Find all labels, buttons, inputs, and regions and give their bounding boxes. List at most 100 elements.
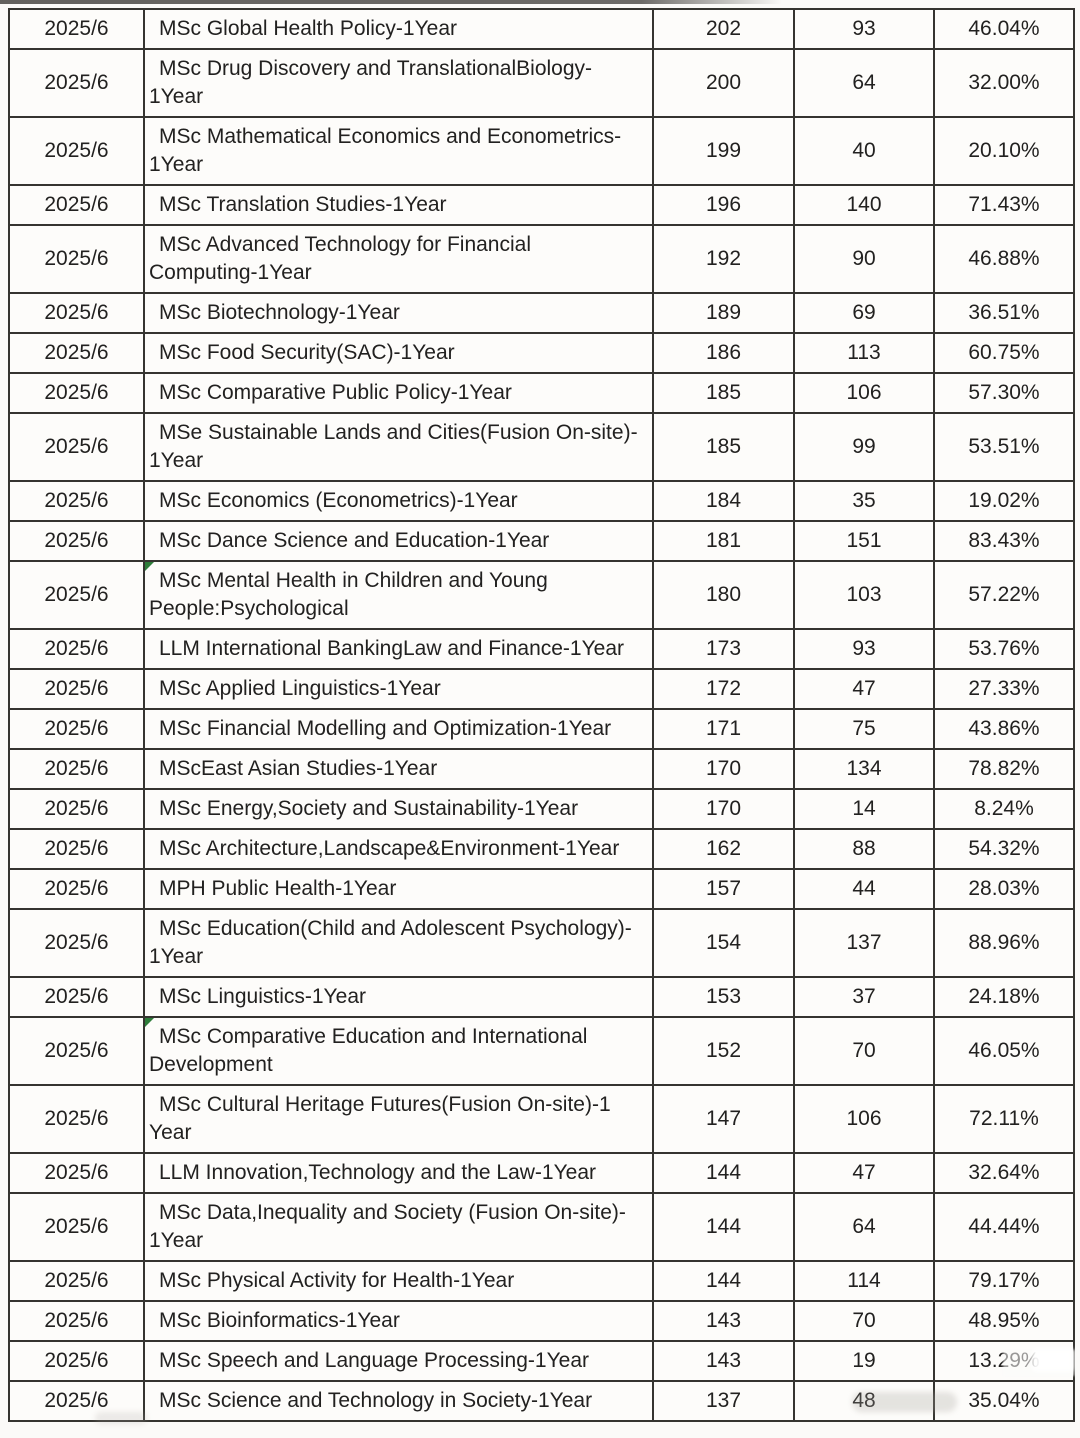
table-row: 2025/6 MSc Biotechnology-1Year 189 69 36… bbox=[8, 292, 1075, 334]
program-cell: MSc Economics (Econometrics)-1Year bbox=[143, 480, 654, 522]
date-cell: 2025/6 bbox=[8, 828, 145, 870]
cell-corner-mark-icon bbox=[146, 563, 154, 571]
percent-cell: 36.51% bbox=[933, 292, 1075, 334]
count-cell-2: 69 bbox=[793, 292, 935, 334]
count-cell-1: 172 bbox=[652, 668, 795, 710]
count-cell-2: 137 bbox=[793, 908, 935, 978]
program-cell: MSc Biotechnology-1Year bbox=[143, 292, 654, 334]
count-cell-1: 186 bbox=[652, 332, 795, 374]
count-cell-2: 88 bbox=[793, 828, 935, 870]
table-row: 2025/6 MSc Comparative Public Policy-1Ye… bbox=[8, 372, 1075, 414]
program-name: MSc Physical Activity for Health-1Year bbox=[159, 1269, 515, 1292]
date-cell: 2025/6 bbox=[8, 628, 145, 670]
program-name: MSc Drug Discovery and TranslationalBiol… bbox=[149, 57, 593, 108]
count-cell-1: 202 bbox=[652, 8, 795, 50]
count-cell-2: 114 bbox=[793, 1260, 935, 1302]
count-cell-1: 181 bbox=[652, 520, 795, 562]
percent-cell: 71.43% bbox=[933, 184, 1075, 226]
percent-cell: 20.10% bbox=[933, 116, 1075, 186]
program-name: MSc Comparative Public Policy-1Year bbox=[159, 381, 512, 404]
program-cell: MSc Translation Studies-1Year bbox=[143, 184, 654, 226]
count-cell-2: 151 bbox=[793, 520, 935, 562]
date-cell: 2025/6 bbox=[8, 976, 145, 1018]
program-cell: MSc Mental Health in Children and Young … bbox=[143, 560, 654, 630]
date-cell: 2025/6 bbox=[8, 1192, 145, 1262]
count-cell-1: 162 bbox=[652, 828, 795, 870]
percent-cell: 79.17% bbox=[933, 1260, 1075, 1302]
percent-cell: 88.96% bbox=[933, 908, 1075, 978]
date-cell: 2025/6 bbox=[8, 788, 145, 830]
percent-cell: 53.76% bbox=[933, 628, 1075, 670]
count-cell-2: 113 bbox=[793, 332, 935, 374]
program-name: MSc Linguistics-1Year bbox=[159, 985, 366, 1008]
count-cell-1: 137 bbox=[652, 1380, 795, 1422]
count-cell-2: 103 bbox=[793, 560, 935, 630]
program-cell: MSc Science and Technology in Society-1Y… bbox=[143, 1380, 654, 1422]
count-cell-1: 192 bbox=[652, 224, 795, 294]
date-cell: 2025/6 bbox=[8, 1260, 145, 1302]
count-cell-2: 70 bbox=[793, 1300, 935, 1342]
count-cell-1: 200 bbox=[652, 48, 795, 118]
program-name: MSc Science and Technology in Society-1Y… bbox=[159, 1389, 593, 1412]
table-row: 2025/6 MSc Applied Linguistics-1Year 172… bbox=[8, 668, 1075, 710]
count-cell-1: 143 bbox=[652, 1300, 795, 1342]
date-cell: 2025/6 bbox=[8, 668, 145, 710]
program-cell: MSc Advanced Technology for Financial Co… bbox=[143, 224, 654, 294]
count-cell-2: 106 bbox=[793, 1084, 935, 1154]
date-cell: 2025/6 bbox=[8, 1340, 145, 1382]
program-cell: MScEast Asian Studies-1Year bbox=[143, 748, 654, 790]
count-cell-1: 196 bbox=[652, 184, 795, 226]
date-cell: 2025/6 bbox=[8, 224, 145, 294]
count-cell-1: 154 bbox=[652, 908, 795, 978]
table-row: 2025/6 MSc Translation Studies-1Year 196… bbox=[8, 184, 1075, 226]
date-cell: 2025/6 bbox=[8, 332, 145, 374]
table-row: 2025/6 MSc Drug Discovery and Translatio… bbox=[8, 48, 1075, 118]
table-row: 2025/6 MScEast Asian Studies-1Year 170 1… bbox=[8, 748, 1075, 790]
count-cell-1: 170 bbox=[652, 788, 795, 830]
program-cell: MSc Physical Activity for Health-1Year bbox=[143, 1260, 654, 1302]
program-name: MSc Cultural Heritage Futures(Fusion On-… bbox=[149, 1093, 611, 1144]
program-name: MSc Mental Health in Children and Young … bbox=[149, 569, 548, 620]
percent-cell: 46.88% bbox=[933, 224, 1075, 294]
count-cell-2: 47 bbox=[793, 1152, 935, 1194]
percent-cell: 8.24% bbox=[933, 788, 1075, 830]
count-cell-1: 184 bbox=[652, 480, 795, 522]
program-cell: MSc Cultural Heritage Futures(Fusion On-… bbox=[143, 1084, 654, 1154]
table-row: 2025/6 MSc Physical Activity for Health-… bbox=[8, 1260, 1075, 1302]
program-name: MSc Education(Child and Adolescent Psych… bbox=[149, 917, 632, 968]
date-cell: 2025/6 bbox=[8, 292, 145, 334]
percent-cell: 78.82% bbox=[933, 748, 1075, 790]
percent-cell: 32.64% bbox=[933, 1152, 1075, 1194]
date-cell: 2025/6 bbox=[8, 8, 145, 50]
percent-cell: 27.33% bbox=[933, 668, 1075, 710]
percent-cell: 28.03% bbox=[933, 868, 1075, 910]
date-cell: 2025/6 bbox=[8, 48, 145, 118]
table-row: 2025/6 MSc Data,Inequality and Society (… bbox=[8, 1192, 1075, 1262]
count-cell-2: 93 bbox=[793, 8, 935, 50]
program-cell: MSc Dance Science and Education-1Year bbox=[143, 520, 654, 562]
table-row: 2025/6 MPH Public Health-1Year 157 44 28… bbox=[8, 868, 1075, 910]
count-cell-1: 153 bbox=[652, 976, 795, 1018]
date-cell: 2025/6 bbox=[8, 1016, 145, 1086]
date-cell: 2025/6 bbox=[8, 708, 145, 750]
table-row: 2025/6 MSc Advanced Technology for Finan… bbox=[8, 224, 1075, 294]
program-name: MSc Bioinformatics-1Year bbox=[159, 1309, 400, 1332]
count-cell-2: 64 bbox=[793, 48, 935, 118]
program-cell: MSc Bioinformatics-1Year bbox=[143, 1300, 654, 1342]
program-name: MSc Global Health Policy-1Year bbox=[159, 17, 458, 40]
program-cell: MSc Applied Linguistics-1Year bbox=[143, 668, 654, 710]
table-row: 2025/6 MSc Speech and Language Processin… bbox=[8, 1340, 1075, 1382]
table-row: 2025/6 MSc Global Health Policy-1Year 20… bbox=[8, 8, 1075, 50]
program-cell: MPH Public Health-1Year bbox=[143, 868, 654, 910]
count-cell-1: 143 bbox=[652, 1340, 795, 1382]
program-name: MSc Advanced Technology for Financial Co… bbox=[149, 233, 531, 284]
table-row: 2025/6 MSc Food Security(SAC)-1Year 186 … bbox=[8, 332, 1075, 374]
table-row: 2025/6 MSc Science and Technology in Soc… bbox=[8, 1380, 1075, 1422]
program-name: MSc Mathematical Economics and Econometr… bbox=[149, 125, 622, 176]
program-cell: MSc Global Health Policy-1Year bbox=[143, 8, 654, 50]
program-cell: LLM International BankingLaw and Finance… bbox=[143, 628, 654, 670]
percent-cell: 19.02% bbox=[933, 480, 1075, 522]
date-cell: 2025/6 bbox=[8, 184, 145, 226]
percent-cell: 32.00% bbox=[933, 48, 1075, 118]
count-cell-2: 14 bbox=[793, 788, 935, 830]
